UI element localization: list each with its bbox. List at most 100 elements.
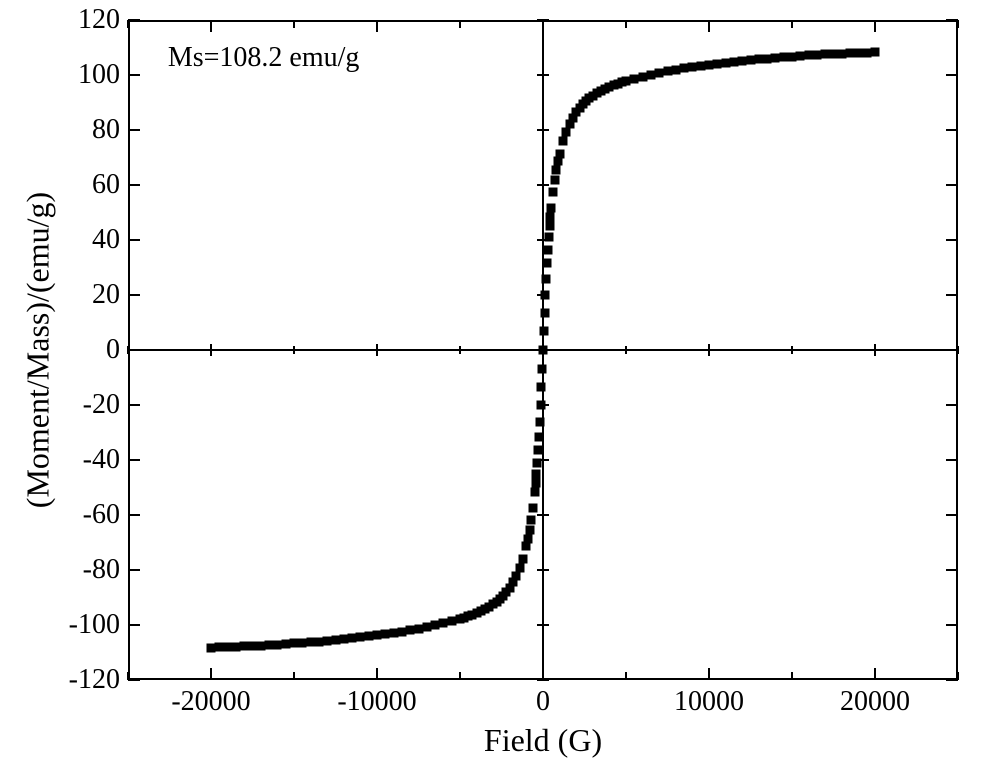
axis-tick: [946, 679, 958, 681]
axis-tick: [537, 19, 549, 21]
data-marker: [555, 149, 564, 158]
axis-tick: [874, 344, 876, 356]
y-tick-label: 20: [92, 279, 120, 311]
data-marker: [532, 469, 541, 478]
data-marker: [548, 188, 557, 197]
x-tick-label: 20000: [840, 686, 910, 718]
y-tick-label: -120: [69, 664, 120, 696]
axis-tick: [128, 679, 140, 681]
x-axis-label: Field (G): [484, 722, 602, 759]
axis-tick: [874, 20, 876, 32]
data-marker: [543, 259, 552, 268]
axis-tick: [128, 19, 140, 21]
axis-tick: [537, 679, 549, 681]
axis-tick: [946, 129, 958, 131]
axis-tick: [946, 19, 958, 21]
data-marker: [527, 515, 536, 524]
axis-tick: [537, 624, 549, 626]
axis-tick: [128, 349, 140, 351]
data-marker: [535, 417, 544, 426]
y-tick-label: 80: [92, 114, 120, 146]
axis-tick: [127, 20, 129, 28]
axis-tick: [128, 404, 140, 406]
axis-tick: [946, 184, 958, 186]
axis-tick: [946, 514, 958, 516]
data-marker: [545, 222, 554, 231]
y-tick-label: -20: [83, 389, 120, 421]
axis-tick: [128, 624, 140, 626]
y-tick-label: -100: [69, 609, 120, 641]
axis-tick: [537, 569, 549, 571]
data-marker: [543, 245, 552, 254]
data-marker: [531, 479, 540, 488]
data-marker: [544, 233, 553, 242]
axis-tick: [376, 344, 378, 356]
data-marker: [562, 127, 571, 136]
data-marker: [542, 274, 551, 283]
axis-tick: [625, 672, 627, 680]
x-tick-label: -10000: [337, 686, 416, 718]
x-tick-label: 10000: [674, 686, 744, 718]
data-marker: [534, 446, 543, 455]
axis-tick: [946, 569, 958, 571]
data-marker: [539, 326, 548, 335]
axis-tick: [957, 20, 959, 28]
axis-tick: [791, 672, 793, 680]
data-marker: [538, 365, 547, 374]
y-tick-label: -80: [83, 554, 120, 586]
saturation-annotation: Ms=108.2 emu/g: [168, 42, 360, 74]
hysteresis-chart: Field (G) (Moment/Mass)/(emu/g) Ms=108.2…: [0, 0, 1000, 781]
data-marker: [552, 165, 561, 174]
data-marker: [546, 212, 555, 221]
axis-tick: [128, 129, 140, 131]
data-marker: [536, 401, 545, 410]
axis-tick: [293, 20, 295, 28]
axis-tick: [791, 20, 793, 28]
axis-tick: [293, 346, 295, 354]
y-tick-label: -60: [83, 499, 120, 531]
axis-tick: [708, 668, 710, 680]
x-tick-label: 0: [536, 686, 550, 718]
data-marker: [550, 176, 559, 185]
axis-tick: [459, 20, 461, 28]
axis-tick: [128, 184, 140, 186]
axis-tick: [946, 349, 958, 351]
axis-tick: [708, 344, 710, 356]
axis-tick: [128, 74, 140, 76]
x-tick-label: -20000: [171, 686, 250, 718]
axis-tick: [537, 184, 549, 186]
axis-tick: [210, 668, 212, 680]
data-marker: [519, 554, 528, 563]
axis-tick: [625, 346, 627, 354]
y-axis-label: (Moment/Mass)/(emu/g): [20, 192, 57, 508]
data-marker: [529, 503, 538, 512]
axis-tick: [128, 294, 140, 296]
axis-tick: [537, 129, 549, 131]
axis-tick: [708, 20, 710, 32]
y-tick-label: 0: [106, 334, 120, 366]
axis-tick: [210, 344, 212, 356]
y-tick-label: 120: [78, 4, 120, 36]
axis-tick: [946, 239, 958, 241]
y-tick-label: 100: [78, 59, 120, 91]
data-marker: [540, 308, 549, 317]
data-marker: [871, 48, 880, 57]
axis-tick: [537, 74, 549, 76]
data-marker: [537, 383, 546, 392]
axis-tick: [542, 20, 544, 32]
data-marker: [512, 572, 521, 581]
axis-tick: [537, 514, 549, 516]
axis-tick: [459, 672, 461, 680]
axis-tick: [128, 569, 140, 571]
axis-tick: [459, 346, 461, 354]
data-marker: [515, 564, 524, 573]
data-marker: [547, 203, 556, 212]
data-marker: [533, 458, 542, 467]
y-tick-label: 40: [92, 224, 120, 256]
axis-tick: [376, 668, 378, 680]
axis-tick: [791, 346, 793, 354]
data-marker: [534, 432, 543, 441]
axis-tick: [946, 294, 958, 296]
axis-tick: [376, 20, 378, 32]
axis-tick: [128, 239, 140, 241]
